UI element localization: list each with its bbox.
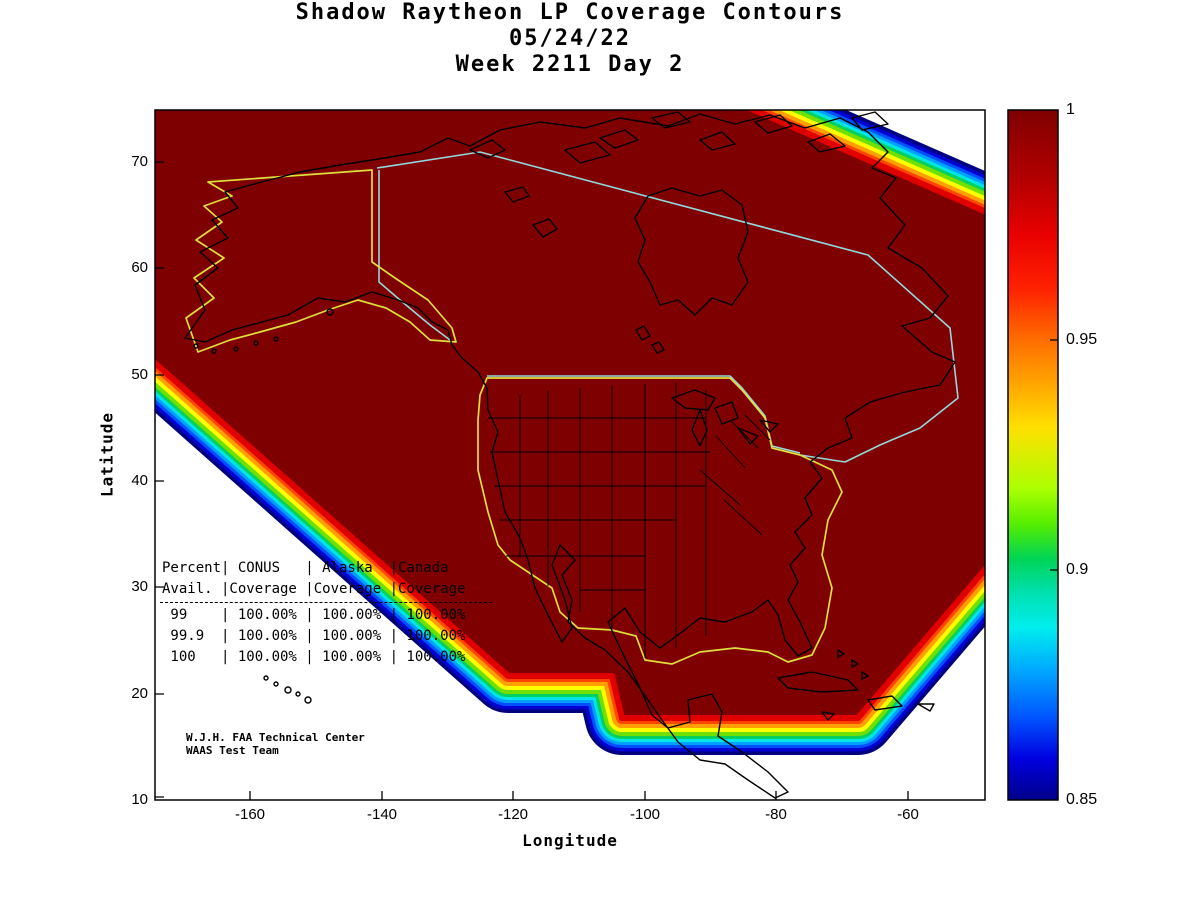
colorbar-tick-label: 0.9: [1066, 561, 1089, 578]
y-tick-label: 20: [131, 685, 148, 702]
state-borders: [488, 382, 771, 658]
alaska-boundary: [185, 169, 457, 353]
title-line-3: Week 2211 Day 2: [455, 52, 685, 77]
colorbar-gradient: [1008, 110, 1058, 800]
tick-marks: [155, 161, 909, 800]
credit-line-2: WAAS Test Team: [186, 744, 279, 757]
map-region: [120, 95, 1000, 799]
x-tick-label: -140: [366, 806, 398, 823]
credit-line-1: W.J.H. FAA Technical Center: [186, 731, 365, 744]
title-line-1: Shadow Raytheon LP Coverage Contours: [295, 0, 845, 25]
conus-boundary: [477, 377, 843, 665]
title-line-2: 05/24/22: [509, 26, 631, 51]
x-tick-label: -160: [234, 806, 266, 823]
colorbar-border: [1007, 109, 1059, 801]
coverage-table-row: 99 | 100.00% | 100.00% | 100.00%: [162, 607, 466, 623]
continent-outline: [184, 113, 956, 799]
y-tick-label: 10: [131, 791, 148, 808]
y-tick-label: 50: [131, 366, 148, 383]
colorbar-tick-label: 1: [1066, 101, 1075, 118]
coverage-region-fill: [120, 95, 1000, 718]
y-tick-label: 60: [131, 259, 148, 276]
x-tick-label: -80: [765, 806, 787, 823]
colorbar: [1007, 109, 1059, 801]
small-islands: [193, 308, 334, 704]
canada-boundary-outline: [376, 151, 959, 463]
coverage-contour-fringe: [120, 95, 1000, 718]
coverage-table-divider: [160, 602, 492, 603]
colorbar-tick-label: 0.95: [1066, 331, 1098, 348]
y-axis-label: Latitude: [97, 411, 117, 498]
figure-title: Shadow Raytheon LP Coverage Contours 05/…: [0, 0, 1140, 78]
y-tick-label: 70: [131, 153, 148, 170]
coverage-table-row: 100 | 100.00% | 100.00% | 100.00%: [162, 649, 466, 665]
lakes-outline: [504, 186, 779, 447]
x-tick-label: -100: [629, 806, 661, 823]
coverage-table-header-1: Percent| CONUS | Alaska |Canada: [162, 560, 449, 576]
coastline: [184, 111, 956, 799]
colorbar-tick-label: 0.85: [1066, 791, 1098, 808]
y-tick-label: 40: [131, 472, 148, 489]
x-axis-label: Longitude: [522, 831, 618, 850]
caribbean-islands-outline: [777, 649, 935, 721]
alaska-conus-boundary-outline: [185, 169, 843, 665]
colorbar-tick-marks: [1050, 339, 1058, 571]
coverage-table-row: 99.9 | 100.00% | 100.00% | 100.00%: [162, 628, 466, 644]
hudson-bay-outline: [634, 187, 749, 316]
arctic-islands-outline: [469, 111, 889, 164]
y-tick-label: 30: [131, 578, 148, 595]
coverage-table-header-2: Avail. |Coverage |Coverage |Coverage: [162, 581, 466, 597]
x-tick-label: -60: [897, 806, 919, 823]
axis-box: [154, 109, 986, 801]
x-tick-label: -120: [497, 806, 529, 823]
